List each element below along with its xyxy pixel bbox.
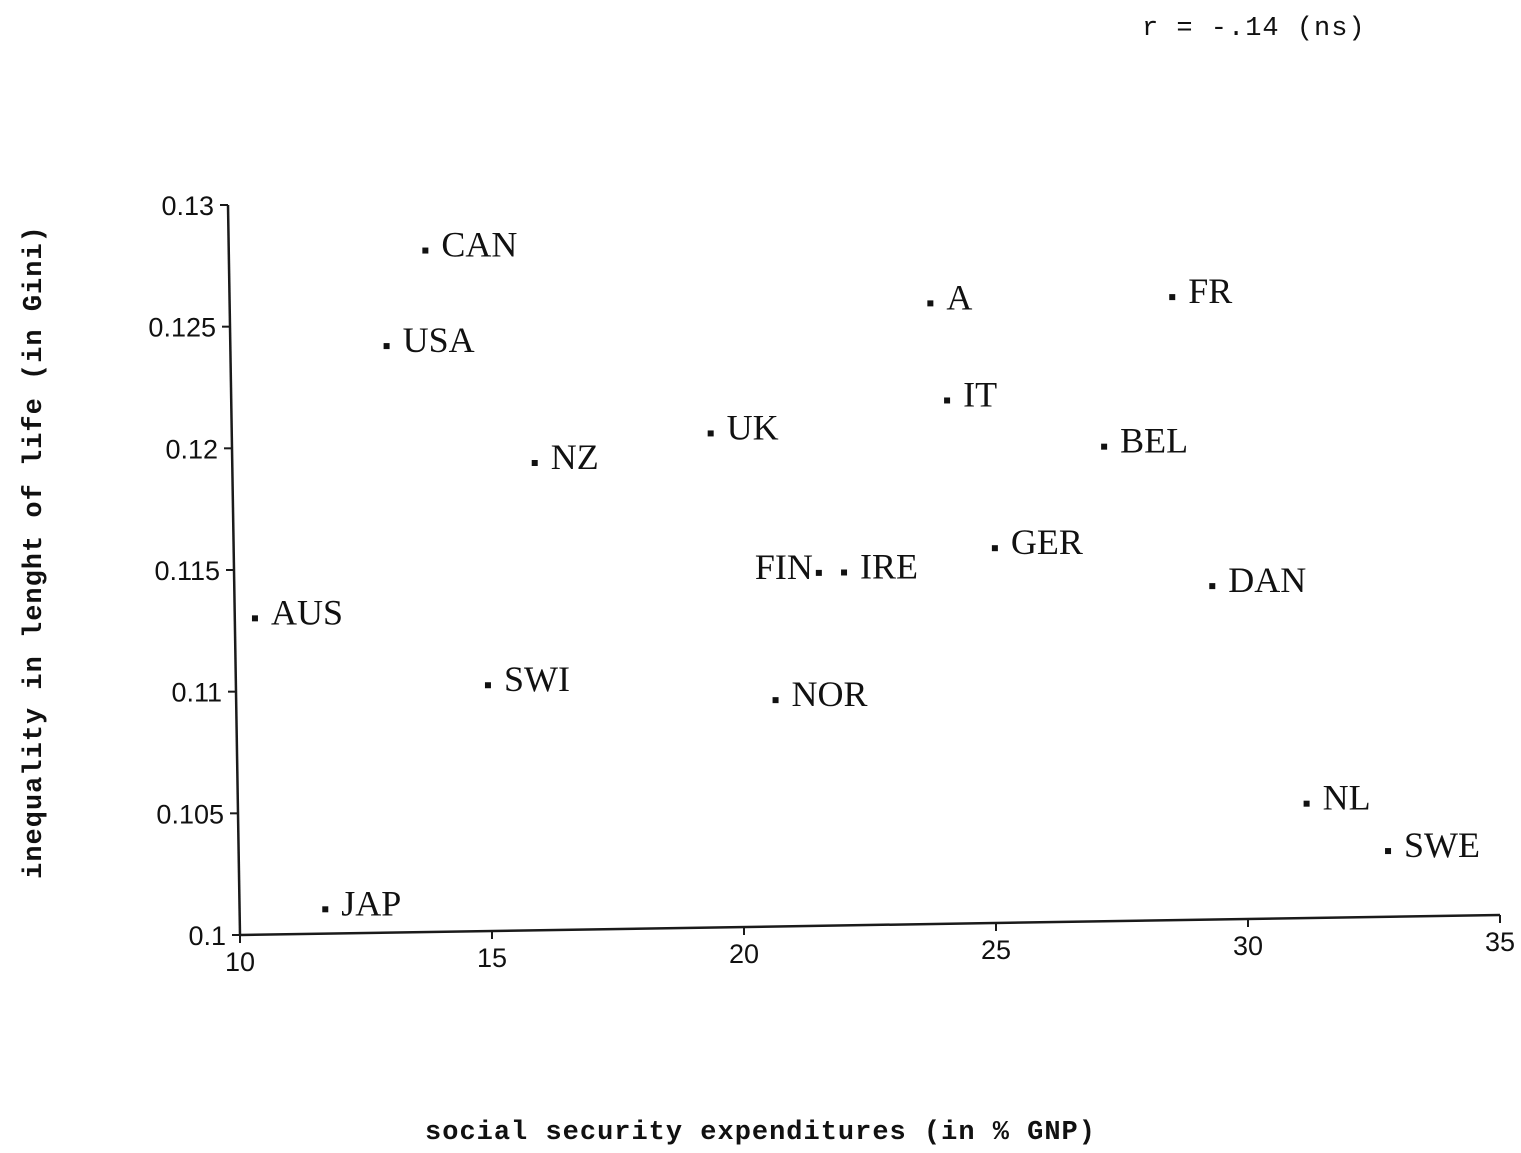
data-point [1101, 443, 1108, 450]
data-point [484, 682, 491, 689]
data-point [927, 300, 934, 307]
point-label: A [946, 277, 972, 317]
point-label: IRE [860, 546, 918, 586]
y-tick-label: 0.125 [148, 313, 216, 343]
point-label: IT [963, 374, 997, 414]
point-label: NL [1323, 778, 1371, 818]
data-point [251, 615, 258, 622]
x-tick-label: 25 [981, 935, 1011, 965]
data-point [322, 906, 329, 913]
y-tick-label: 0.115 [154, 556, 220, 586]
point-label: DAN [1228, 560, 1306, 600]
x-tick-label: 10 [225, 947, 255, 977]
point-label: CAN [441, 225, 517, 265]
y-tick-label: 0.105 [156, 799, 224, 829]
point-label: NOR [792, 674, 868, 714]
correlation-annotation: r = -.14 (ns) [1142, 14, 1366, 44]
point-label: AUS [271, 592, 343, 632]
data-point [1169, 294, 1176, 301]
point-label: SWE [1404, 825, 1480, 865]
data-point [531, 460, 538, 466]
point-label: FR [1188, 271, 1232, 311]
y-tick-label: 0.12 [165, 434, 218, 464]
point-label: USA [403, 320, 475, 360]
point-label: FIN [755, 547, 813, 587]
x-tick-label: 35 [1485, 927, 1515, 957]
x-tick-label: 20 [729, 939, 759, 969]
point-label: JAP [341, 883, 401, 923]
y-tick-label: 0.1 [188, 921, 226, 951]
point-label: BEL [1120, 421, 1188, 461]
point-label: SWI [504, 659, 570, 699]
y-axis-title: inequality in lenght of life (in Gini) [20, 225, 50, 879]
data-point [772, 697, 779, 704]
x-tick-label: 15 [477, 943, 507, 973]
y-tick-label: 0.11 [171, 678, 222, 708]
data-point [422, 247, 429, 254]
x-axis-line [239, 913, 1501, 937]
data-point [815, 569, 822, 576]
data-point [707, 430, 714, 437]
y-tick-label: 0.13 [161, 191, 214, 221]
data-point [1209, 583, 1216, 590]
data-point [991, 545, 998, 552]
data-point [944, 397, 951, 404]
data-point [1385, 848, 1392, 855]
x-tick-label: 30 [1233, 931, 1263, 961]
data-point [841, 569, 848, 576]
point-label: NZ [551, 437, 599, 477]
data-point [1303, 800, 1310, 807]
x-axis-title: social security expenditures (in % GNP) [425, 1118, 1096, 1148]
point-label: UK [727, 407, 779, 447]
point-label: GER [1011, 522, 1083, 562]
ticks: 10 15 20 25 30 35 0.1 0.105 0.11 0.115 0.12 0.125 0.… [148, 191, 1515, 977]
points: CAN USA A FR IT NZ UK BEL GER FIN IRE DAN AUS SWI NOR N… [251, 225, 1480, 923]
data-point [383, 343, 390, 350]
